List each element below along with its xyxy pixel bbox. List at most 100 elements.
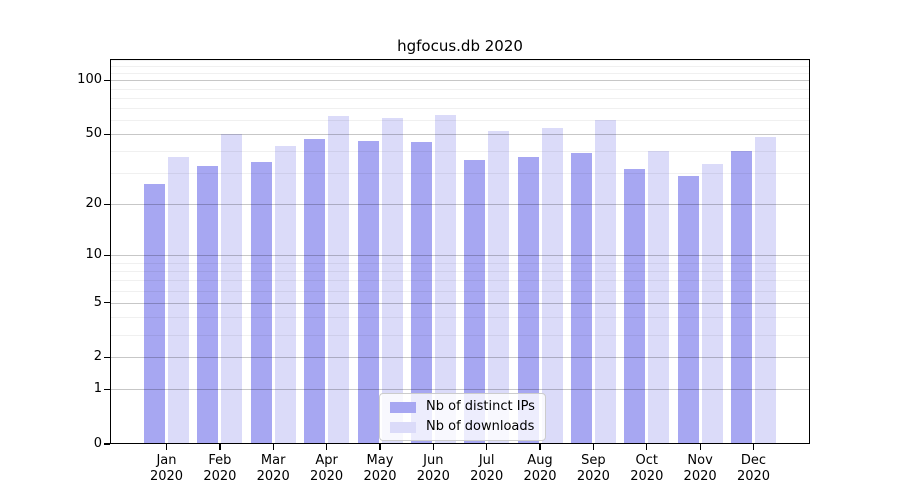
bar-distinct-ips xyxy=(677,176,699,444)
legend-label: Nb of distinct IPs xyxy=(426,399,535,414)
bar-distinct-ips xyxy=(357,140,379,444)
year-label: 2020 xyxy=(203,469,237,484)
x-axis-tick-label: Aug 2020 xyxy=(512,453,568,485)
legend-label: Nb of downloads xyxy=(426,419,535,434)
minor-gridline xyxy=(110,66,810,68)
legend-entry: Nb of distinct IPs xyxy=(390,400,535,414)
y-axis-tick xyxy=(104,356,110,359)
y-axis-tick-label: 5 xyxy=(93,294,102,310)
bar-distinct-ips xyxy=(197,166,219,444)
year-label: 2020 xyxy=(256,469,290,484)
minor-gridline xyxy=(110,290,810,292)
x-axis-tick xyxy=(699,444,701,450)
month-label: Oct xyxy=(635,453,659,468)
major-gridline xyxy=(110,80,810,82)
major-gridline xyxy=(110,302,810,304)
x-axis-tick-label: Jan 2020 xyxy=(139,453,195,485)
bar-downloads xyxy=(434,115,456,444)
bar-distinct-ips xyxy=(570,153,592,444)
y-axis-tick xyxy=(104,388,110,391)
bar-distinct-ips xyxy=(250,161,272,444)
legend-swatch-downloads xyxy=(390,421,416,433)
bar-downloads xyxy=(221,134,243,444)
x-axis-tick-label: Jul 2020 xyxy=(459,453,515,485)
x-axis-tick xyxy=(486,444,488,450)
legend-entry: Nb of downloads xyxy=(390,420,535,434)
major-gridline xyxy=(110,255,810,257)
y-axis-tick xyxy=(104,79,110,82)
plot-area: Nb of distinct IPs Nb of downloads xyxy=(110,59,810,444)
month-label: Dec xyxy=(740,453,767,468)
month-label: Nov xyxy=(687,453,713,468)
bar-distinct-ips xyxy=(464,159,486,444)
y-axis-tick-label: 50 xyxy=(85,126,102,142)
year-label: 2020 xyxy=(576,469,610,484)
y-axis-tick-label: 2 xyxy=(93,349,102,365)
x-axis-tick xyxy=(219,444,221,450)
legend: Nb of distinct IPs Nb of downloads xyxy=(379,393,546,441)
minor-gridline xyxy=(110,280,810,282)
month-label: Jan xyxy=(156,453,177,468)
bar-distinct-ips xyxy=(144,184,165,444)
month-label: May xyxy=(366,453,394,468)
minor-gridline xyxy=(110,88,810,90)
bar-distinct-ips xyxy=(304,139,326,444)
major-gridline xyxy=(110,134,810,136)
minor-gridline xyxy=(110,59,810,61)
bar-downloads xyxy=(168,157,189,444)
month-label: Sep xyxy=(581,453,606,468)
bar-distinct-ips xyxy=(731,151,752,444)
x-axis-tick xyxy=(272,444,274,450)
x-axis-tick xyxy=(539,444,541,450)
y-axis-tick xyxy=(104,133,110,135)
month-label: Jun xyxy=(423,453,444,468)
bar-distinct-ips xyxy=(517,157,539,444)
minor-gridline xyxy=(110,72,810,74)
year-label: 2020 xyxy=(470,469,504,484)
major-gridline xyxy=(110,357,810,359)
minor-gridline xyxy=(110,317,810,319)
legend-swatch-distinct-ips xyxy=(390,401,416,413)
month-label: Mar xyxy=(260,453,286,468)
minor-gridline xyxy=(110,151,810,153)
year-label: 2020 xyxy=(630,469,664,484)
x-axis-tick xyxy=(646,444,648,450)
y-axis-tick-label: 0 xyxy=(93,436,102,451)
minor-gridline xyxy=(110,270,810,272)
x-axis-tick xyxy=(165,444,168,450)
year-label: 2020 xyxy=(310,469,344,484)
bar-downloads xyxy=(488,131,510,444)
minor-gridline xyxy=(110,334,810,336)
y-axis-tick xyxy=(104,302,110,304)
y-axis-tick xyxy=(104,203,110,205)
year-label: 2020 xyxy=(416,469,450,484)
x-axis-tick-label: May 2020 xyxy=(352,453,408,485)
major-gridline xyxy=(110,389,810,391)
x-axis-tick xyxy=(432,444,434,450)
bar-distinct-ips xyxy=(624,168,646,444)
x-axis-tick-label: Apr 2020 xyxy=(299,453,355,485)
major-gridline xyxy=(110,204,810,206)
y-axis-tick-label: 10 xyxy=(85,247,102,263)
x-axis-tick-label: Mar 2020 xyxy=(245,453,301,485)
month-label: Feb xyxy=(208,453,232,468)
x-axis-tick-label: Nov 2020 xyxy=(672,453,728,485)
year-label: 2020 xyxy=(736,469,771,484)
y-axis-tick-label: 20 xyxy=(85,196,102,212)
x-axis-tick-label: Jun 2020 xyxy=(405,453,461,485)
bar-downloads xyxy=(648,151,670,444)
year-label: 2020 xyxy=(523,469,557,484)
month-label: Jul xyxy=(478,453,495,468)
x-axis-tick-label: Dec 2020 xyxy=(726,453,782,485)
bar-downloads xyxy=(381,117,403,444)
minor-gridline xyxy=(110,97,810,99)
x-axis-tick-label: Feb 2020 xyxy=(192,453,248,485)
bar-downloads xyxy=(328,116,350,444)
y-axis-tick-label: 1 xyxy=(93,381,102,397)
bar-downloads xyxy=(701,163,723,444)
minor-gridline xyxy=(110,120,810,122)
year-label: 2020 xyxy=(363,469,397,484)
bar-downloads xyxy=(274,145,296,444)
bar-downloads xyxy=(541,128,563,444)
